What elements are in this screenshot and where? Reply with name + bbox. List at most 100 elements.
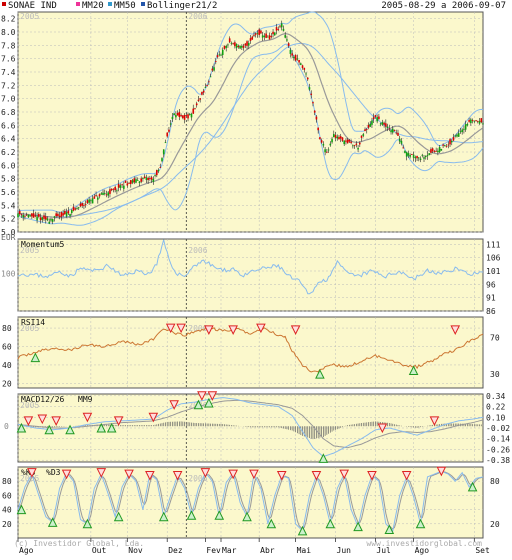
candle-body [300, 63, 302, 65]
price-tick-label: 5.8 [1, 175, 16, 184]
candle-body [306, 77, 309, 80]
candle-body [400, 140, 403, 144]
candle-body [129, 180, 132, 185]
candle-body [336, 136, 339, 139]
candle-body [383, 122, 385, 125]
candle-body [438, 146, 441, 153]
candle-body [409, 154, 411, 157]
candle-body [81, 203, 83, 206]
candle-body [402, 147, 404, 149]
candle-body [121, 184, 123, 186]
macd-signal-title: MM9 [78, 395, 93, 404]
macd-panel: 0.34 0.220.10 -0.02 -0.14-0.26 -0.38 0 MACD12/… [4, 391, 510, 465]
candle-body [268, 35, 271, 40]
month-label: Mai [297, 546, 312, 555]
stochastic-left-tick-label: 60 [2, 491, 12, 500]
stochastic-d-title: %D3 [46, 468, 61, 477]
candle-body [161, 158, 163, 162]
candle-body [156, 170, 158, 176]
candle-body [17, 213, 19, 218]
candle-body [98, 194, 101, 197]
legend-item-price: SONAE IND [2, 1, 57, 11]
legend-label-mm20: MM20 [82, 1, 104, 11]
candle-body [235, 44, 238, 48]
month-label: Set [475, 546, 490, 555]
candle-body [41, 217, 44, 220]
candle-body [36, 216, 38, 221]
candle-body [404, 150, 406, 153]
candle-body [440, 148, 443, 151]
candle-body [338, 136, 340, 140]
candle-body [147, 177, 149, 181]
candle-body [282, 28, 285, 31]
indicator-panels: 5.0 5.2 5.4 5.6 5.8 6.0 6.2 6.4 6.6 6.8 7.0 7.2 7.4 7… [1, 11, 510, 539]
candle-body [284, 35, 287, 38]
candle-body [277, 29, 280, 30]
candle-body [426, 155, 429, 157]
price-tick-label: 7.0 [1, 95, 16, 104]
candle-body [135, 179, 137, 183]
month-label: Jul [376, 546, 391, 555]
candle-body [258, 29, 260, 35]
macd-buy-marker [16, 422, 27, 433]
legend-label-bollinger: Bollinger21/2 [147, 1, 217, 11]
month-label: Dez [168, 546, 183, 555]
stochastic-k-title: %K5 [21, 468, 36, 477]
candle-body [444, 145, 446, 147]
candle-body [421, 154, 424, 156]
candle-body [169, 123, 172, 125]
candle-body [29, 215, 31, 217]
candle-body [58, 215, 61, 217]
rsi-sell-marker [165, 323, 176, 334]
stochastic-buy-marker [158, 511, 169, 522]
rsi-right-tick-label: 30 [490, 370, 500, 379]
macd-buy-marker [65, 424, 75, 435]
candle-body [70, 210, 73, 213]
rsi-sell-marker [204, 325, 214, 336]
mm50-line [17, 43, 484, 218]
candle-body [296, 58, 299, 60]
candle-body [310, 93, 313, 95]
candle-body [142, 177, 144, 179]
candle-body [287, 43, 290, 46]
candle-body [230, 42, 233, 44]
candle-body [293, 56, 295, 59]
candle-body [364, 129, 366, 132]
candle-body [320, 140, 323, 143]
month-label: Ago [19, 546, 34, 555]
candle-body [225, 45, 228, 48]
candle-body [199, 98, 201, 100]
candle-body [345, 140, 347, 142]
price-tick-label: 5.0 [1, 228, 16, 237]
candle-body [124, 180, 127, 183]
candle-body [381, 122, 384, 125]
candle-body [244, 43, 247, 46]
candle-body [62, 213, 64, 216]
momentum-tick-label: 91 [486, 294, 496, 303]
candle-body [209, 76, 212, 78]
candle-body [195, 103, 198, 106]
candle-body [261, 35, 264, 38]
candle-body [407, 153, 410, 156]
candle-body [150, 177, 153, 180]
stochastic-sell-marker [276, 471, 287, 481]
candle-body [128, 182, 130, 184]
candle-body [246, 41, 248, 46]
stochastic-sell-marker [200, 468, 211, 478]
candle-body [348, 139, 351, 142]
candle-body [109, 189, 111, 194]
rsi-left-tick-label: 80 [2, 324, 12, 333]
candle-body [175, 114, 177, 118]
candle-body [471, 120, 474, 122]
candle-body [355, 143, 358, 145]
candle-body [123, 185, 125, 189]
legend-label-mm50: MM50 [114, 1, 136, 11]
candle-body [362, 134, 365, 136]
year-mark: 2006 [188, 324, 207, 333]
stochastic-buy-marker [266, 518, 277, 529]
candle-body [326, 151, 328, 153]
stochastic-right-tick-label: 20 [490, 520, 500, 529]
macd-buy-marker [96, 422, 107, 433]
